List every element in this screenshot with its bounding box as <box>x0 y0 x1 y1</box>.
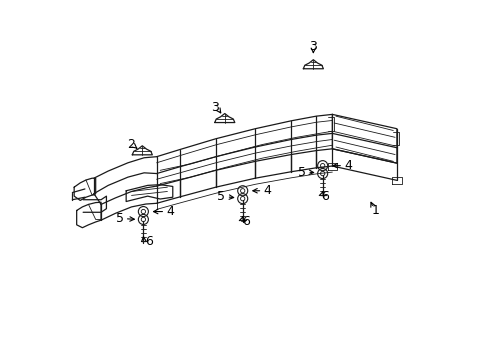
Text: 5: 5 <box>217 190 225 203</box>
Text: 4: 4 <box>344 159 351 172</box>
Text: 4: 4 <box>166 205 174 218</box>
Text: 3: 3 <box>210 101 218 114</box>
Text: 5: 5 <box>298 166 305 179</box>
Text: 2: 2 <box>126 138 135 151</box>
Text: 6: 6 <box>321 190 329 203</box>
Text: 6: 6 <box>242 215 249 228</box>
Text: 5: 5 <box>115 212 123 225</box>
Text: 4: 4 <box>263 184 271 197</box>
Text: 6: 6 <box>144 235 152 248</box>
Text: 3: 3 <box>309 40 317 53</box>
Text: 1: 1 <box>371 204 379 217</box>
